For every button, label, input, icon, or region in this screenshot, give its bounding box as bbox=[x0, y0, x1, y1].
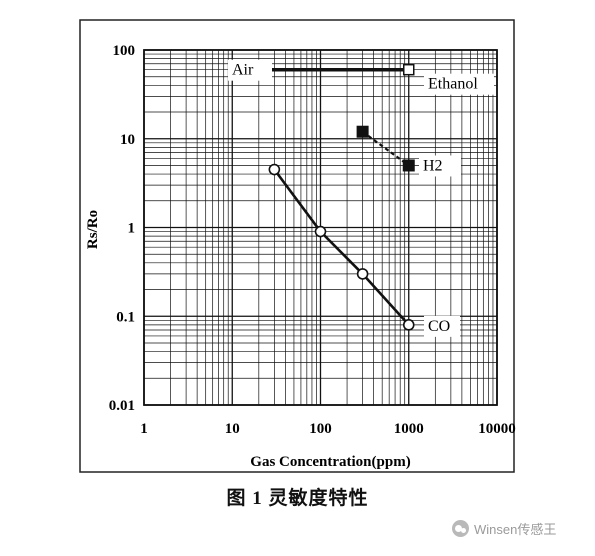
x-axis-label: Gas Concentration(ppm) bbox=[250, 454, 410, 470]
y-tick-label: 0.01 bbox=[109, 398, 135, 414]
y-tick-label: 10 bbox=[120, 132, 135, 148]
data-point-ethanol bbox=[403, 63, 415, 76]
y-axis-label: Rs/Ro bbox=[85, 210, 101, 249]
series-line-h2 bbox=[361, 130, 410, 167]
series-label-bg bbox=[424, 73, 494, 95]
series-line-co bbox=[273, 168, 410, 326]
data-point-co bbox=[402, 319, 415, 331]
series-label-h2: H2 bbox=[419, 155, 461, 177]
series-label-ethanol: Ethanol bbox=[424, 73, 494, 95]
figure-caption: 图 1 灵敏度特性 bbox=[226, 488, 369, 509]
data-point-co bbox=[314, 225, 327, 238]
x-tick-label: 10 bbox=[225, 421, 240, 437]
series-label-bg bbox=[228, 59, 272, 81]
series-label-text: Air bbox=[232, 62, 254, 79]
series-label-text: H2 bbox=[423, 157, 443, 174]
y-tick-label: 0.1 bbox=[116, 309, 135, 325]
series-label-co: CO bbox=[424, 315, 460, 337]
plot-area bbox=[143, 49, 498, 406]
series-label-air: Air bbox=[228, 59, 272, 81]
x-tick-label: 10000 bbox=[478, 421, 516, 437]
data-point-co bbox=[356, 268, 369, 280]
series-label-bg bbox=[419, 155, 461, 177]
y-tick-label: 100 bbox=[113, 43, 136, 59]
x-tick-label: 100 bbox=[309, 421, 332, 437]
data-point-h2 bbox=[356, 125, 369, 138]
series-label-bg bbox=[424, 315, 460, 337]
x-tick-label: 1000 bbox=[394, 421, 424, 437]
watermark-text: Winsen传感王 bbox=[474, 521, 557, 537]
y-tick-label: 1 bbox=[128, 221, 136, 237]
data-point-co bbox=[268, 163, 281, 176]
wechat-icon bbox=[452, 519, 469, 537]
watermark: Winsen传感王 bbox=[452, 517, 592, 539]
series-label-text: CO bbox=[428, 318, 450, 335]
series-label-text: Ethanol bbox=[428, 76, 478, 93]
x-tick-label: 1 bbox=[140, 421, 148, 437]
figure-frame bbox=[79, 19, 515, 473]
data-point-h2 bbox=[402, 159, 415, 172]
